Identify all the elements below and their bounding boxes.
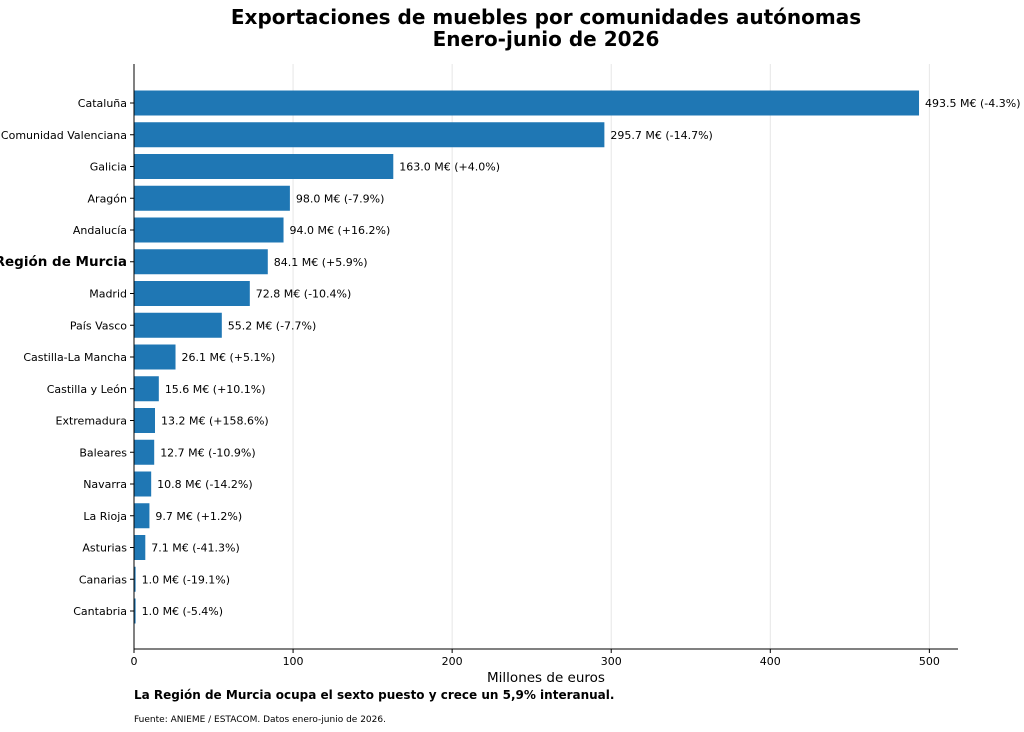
bar [134,154,394,179]
bar [134,122,605,148]
bar-value-label: 295.7 M€ (-14.7%) [610,129,712,142]
category-label: Galicia [90,161,127,174]
x-tick-label: 100 [283,655,304,668]
category-label: Canarias [79,573,127,586]
category-labels: Cataluña Comunidad Valenciana Galicia Aragó… [0,97,127,618]
bar [134,376,159,402]
bar [134,471,152,497]
category-label: Navarra [83,478,127,491]
bar [134,535,146,560]
chart-subtitle: Enero-junio de 2026 [433,27,660,51]
bar-value-label: 1.0 M€ (-5.4%) [142,605,223,618]
category-label: Cataluña [78,97,127,110]
category-label: País Vasco [70,319,127,332]
bar [134,344,176,370]
bar [134,312,222,338]
source-note: Fuente: ANIEME / ESTACOM. Datos enero-ju… [134,715,386,725]
bar [134,249,268,275]
axes [130,64,958,650]
bar [134,217,284,243]
bar [134,281,250,306]
bar-value-label: 1.0 M€ (-19.1%) [142,573,230,586]
bar-value-label: 493.5 M€ (-4.3%) [925,97,1020,110]
category-label: Andalucía [73,224,127,237]
x-tick-label: 300 [601,655,622,668]
category-label: Extremadura [56,415,128,428]
bar-value-label: 72.8 M€ (-10.4%) [256,288,351,301]
bar-value-label: 10.8 M€ (-14.2%) [157,478,252,491]
x-tick-label: 500 [919,655,940,668]
x-ticks: 0 100 200 300 400 500 [131,649,940,668]
chart-annotation: La Región de Murcia ocupa el sexto puest… [134,688,614,702]
bar-value-label: 55.2 M€ (-7.7%) [228,319,316,332]
bars-group [134,90,920,624]
value-labels: 493.5 M€ (-4.3%) 295.7 M€ (-14.7%) 163.0 M… [142,97,1021,618]
bar-value-label: 13.2 M€ (+158.6%) [161,415,269,428]
bar [134,408,155,433]
category-label: Cantabria [73,605,127,618]
bar-value-label: 9.7 M€ (+1.2%) [155,510,242,523]
x-tick-label: 400 [760,655,781,668]
category-label: Asturias [82,542,127,555]
category-label: Comunidad Valenciana [1,129,127,142]
chart-title: Exportaciones de muebles por comunidades… [231,5,861,29]
category-label: Madrid [89,288,127,301]
category-label: Aragón [88,192,128,205]
bar [134,90,920,116]
bar-value-label: 12.7 M€ (-10.9%) [160,446,255,459]
x-tick-label: 0 [131,655,138,668]
category-label: La Rioja [83,510,127,523]
bar-value-label: 15.6 M€ (+10.1%) [165,383,266,396]
x-tick-label: 200 [442,655,463,668]
category-label: Castilla-La Mancha [23,351,127,364]
bar-value-label: 26.1 M€ (+5.1%) [182,351,276,364]
bar-value-label: 98.0 M€ (-7.9%) [296,192,384,205]
bar [134,185,290,211]
category-label: Castilla y León [47,383,127,396]
bar-value-label: 94.0 M€ (+16.2%) [290,224,391,237]
category-label: Región de Murcia [0,254,127,270]
category-label: Baleares [79,446,127,459]
bar-value-label: 7.1 M€ (-41.3%) [151,542,239,555]
bar-value-label: 163.0 M€ (+4.0%) [399,161,500,174]
bar [134,503,150,529]
bar-value-label: 84.1 M€ (+5.9%) [274,256,368,269]
bar [134,566,136,592]
x-axis-title: Millones de euros [487,670,605,686]
bar [134,598,136,624]
gridlines [292,64,930,649]
bar [134,439,155,465]
